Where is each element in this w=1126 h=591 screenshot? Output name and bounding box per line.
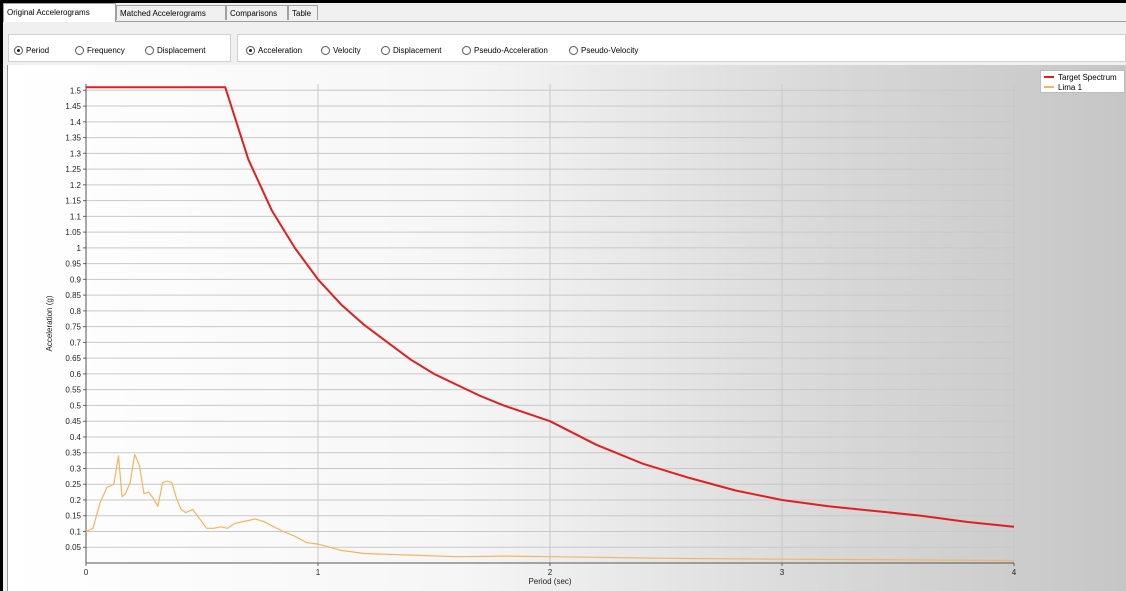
y-tick-label: 0.25 <box>65 480 81 489</box>
y-tick-label: 0.55 <box>65 386 81 395</box>
lima-1-line <box>85 453 1015 562</box>
y-tick-label: 0.1 <box>70 527 82 536</box>
y-axis-label: Acceleration (g) <box>45 295 54 351</box>
radio-displacement[interactable]: Displacement <box>381 44 441 56</box>
x-tick-label: 1 <box>316 568 321 577</box>
tab-matched-accelerograms[interactable]: Matched Accelerograms <box>116 5 226 20</box>
radio-label: Acceleration <box>258 45 303 55</box>
y-tick-label: 1.05 <box>65 228 81 237</box>
y-tick-label: 1.2 <box>70 181 82 190</box>
y-tick-label: 0.85 <box>65 291 81 300</box>
tab-table[interactable]: Table <box>288 5 318 20</box>
y-tick-label: 0.35 <box>65 449 81 458</box>
radio-unselected-icon <box>381 45 390 55</box>
radio-pseudo-velocity[interactable]: Pseudo-Velocity <box>569 44 638 56</box>
x-tick-label: 3 <box>780 568 785 577</box>
y-tick-label: 1.15 <box>65 197 81 206</box>
domain-options-group: Period Frequency Displacement <box>8 34 231 62</box>
y-tick-label: 0.75 <box>65 323 81 332</box>
y-tick-label: 0.45 <box>65 417 81 426</box>
radio-unselected-icon <box>145 45 154 55</box>
y-tick-label: 1.45 <box>65 102 81 111</box>
y-tick-label: 1.3 <box>70 149 82 158</box>
radio-selected-icon <box>246 45 255 55</box>
radio-label: Velocity <box>333 45 361 55</box>
radio-label: Pseudo-Acceleration <box>474 45 548 55</box>
y-tick-label: 0.4 <box>70 433 82 442</box>
radio-frequency[interactable]: Frequency <box>75 44 125 56</box>
legend-swatch <box>1044 86 1054 88</box>
radio-label: Displacement <box>393 45 442 55</box>
x-axis-label: Period (sec) <box>528 577 571 586</box>
radio-pseudo-acceleration[interactable]: Pseudo-Acceleration <box>462 44 548 56</box>
chart-area: 0.05 0.1 0.15 0.2 0.25 0.3 0.35 0.4 0.45 0.5 0.55 0… <box>7 65 1126 591</box>
y-tick-label: 1.25 <box>65 165 81 174</box>
y-tick-label: 0.8 <box>70 307 82 316</box>
y-tick-label: 0.05 <box>65 543 81 552</box>
radio-label: Frequency <box>87 45 125 55</box>
y-tick-label: 0.15 <box>65 512 81 521</box>
y-tick-label: 1.5 <box>70 86 82 95</box>
y-tick-label: 1.4 <box>70 118 82 127</box>
y-tick-label: 1.1 <box>70 212 82 221</box>
x-tick-label: 2 <box>548 568 553 577</box>
tab-original-accelerograms[interactable]: Original Accelerograms <box>3 3 116 22</box>
radio-velocity[interactable]: Velocity <box>321 44 361 56</box>
legend-swatch <box>1044 76 1054 78</box>
x-tick-label: 0 <box>84 568 89 577</box>
radio-label: Displacement <box>157 45 206 55</box>
y-tick-label: 0.95 <box>65 260 81 269</box>
response-options-group: Acceleration Velocity Displacement Pseud… <box>237 34 1126 62</box>
legend-label: Lima 1 <box>1058 82 1083 92</box>
radio-unselected-icon <box>462 45 471 55</box>
y-tick-label: 0.65 <box>65 354 81 363</box>
radio-unselected-icon <box>321 45 330 55</box>
legend-label: Target Spectrum <box>1058 72 1117 82</box>
y-tick-label: 0.3 <box>70 464 82 473</box>
y-tick-label: 0.5 <box>70 401 82 410</box>
radio-label: Pseudo-Velocity <box>581 45 639 55</box>
radio-displacement-domain[interactable]: Displacement <box>145 44 205 56</box>
radio-unselected-icon <box>75 45 84 55</box>
radio-label: Period <box>26 45 50 55</box>
chart-legend: Target Spectrum Lima 1 <box>1040 70 1125 93</box>
y-tick-label: 0.2 <box>70 496 82 505</box>
y-tick-label: 0.6 <box>70 370 82 379</box>
tab-bar: Original Accelerograms Matched Accelerog… <box>3 3 1126 22</box>
target-spectrum-line <box>86 86 1015 528</box>
spectrum-chart: 0.05 0.1 0.15 0.2 0.25 0.3 0.35 0.4 0.45 0.5 0.55 0… <box>45 84 1017 586</box>
y-tick-label: 0.9 <box>70 275 82 284</box>
radio-unselected-icon <box>569 45 578 55</box>
y-tick-label: 0.7 <box>70 338 82 347</box>
radio-period[interactable]: Period <box>14 44 49 56</box>
radio-selected-icon <box>14 45 23 55</box>
y-tick-label: 1 <box>77 244 82 253</box>
y-tick-label: 1.35 <box>65 134 81 143</box>
window-frame: Original Accelerograms Matched Accelerog… <box>3 3 1126 591</box>
tab-comparisons[interactable]: Comparisons <box>226 5 288 20</box>
x-tick-label: 4 <box>1012 568 1017 577</box>
legend-entry-target: Target Spectrum <box>1044 72 1121 82</box>
legend-entry-record: Lima 1 <box>1044 82 1121 92</box>
radio-acceleration[interactable]: Acceleration <box>246 44 302 56</box>
